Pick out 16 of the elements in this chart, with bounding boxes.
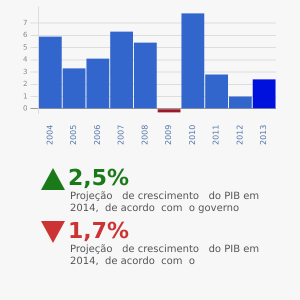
bar — [252, 79, 276, 108]
x-tick-label: 2009 — [164, 124, 174, 145]
x-tick-label: 2005 — [69, 124, 78, 145]
x-tick-label: 2010 — [188, 124, 197, 145]
x-tick-label: 2013 — [259, 124, 268, 145]
text: Projeção de crescimento do PIB em 2014, de acordo com o — [70, 244, 260, 268]
bar — [158, 109, 181, 112]
x-tick-label: 2004 — [45, 124, 54, 145]
x-tick-label: 2007 — [116, 124, 126, 145]
x-tick-label: 2011 — [212, 124, 221, 145]
text: 2,5% — [68, 166, 130, 191]
text: Projeção de crescimento do PIB em 2014, de acordo com o governo — [70, 191, 260, 215]
x-tick-label: 2012 — [235, 124, 244, 145]
x-tick-label: 2008 — [140, 124, 150, 145]
x-tick-label: 2006 — [92, 124, 102, 145]
text: 1,7% — [68, 219, 130, 244]
